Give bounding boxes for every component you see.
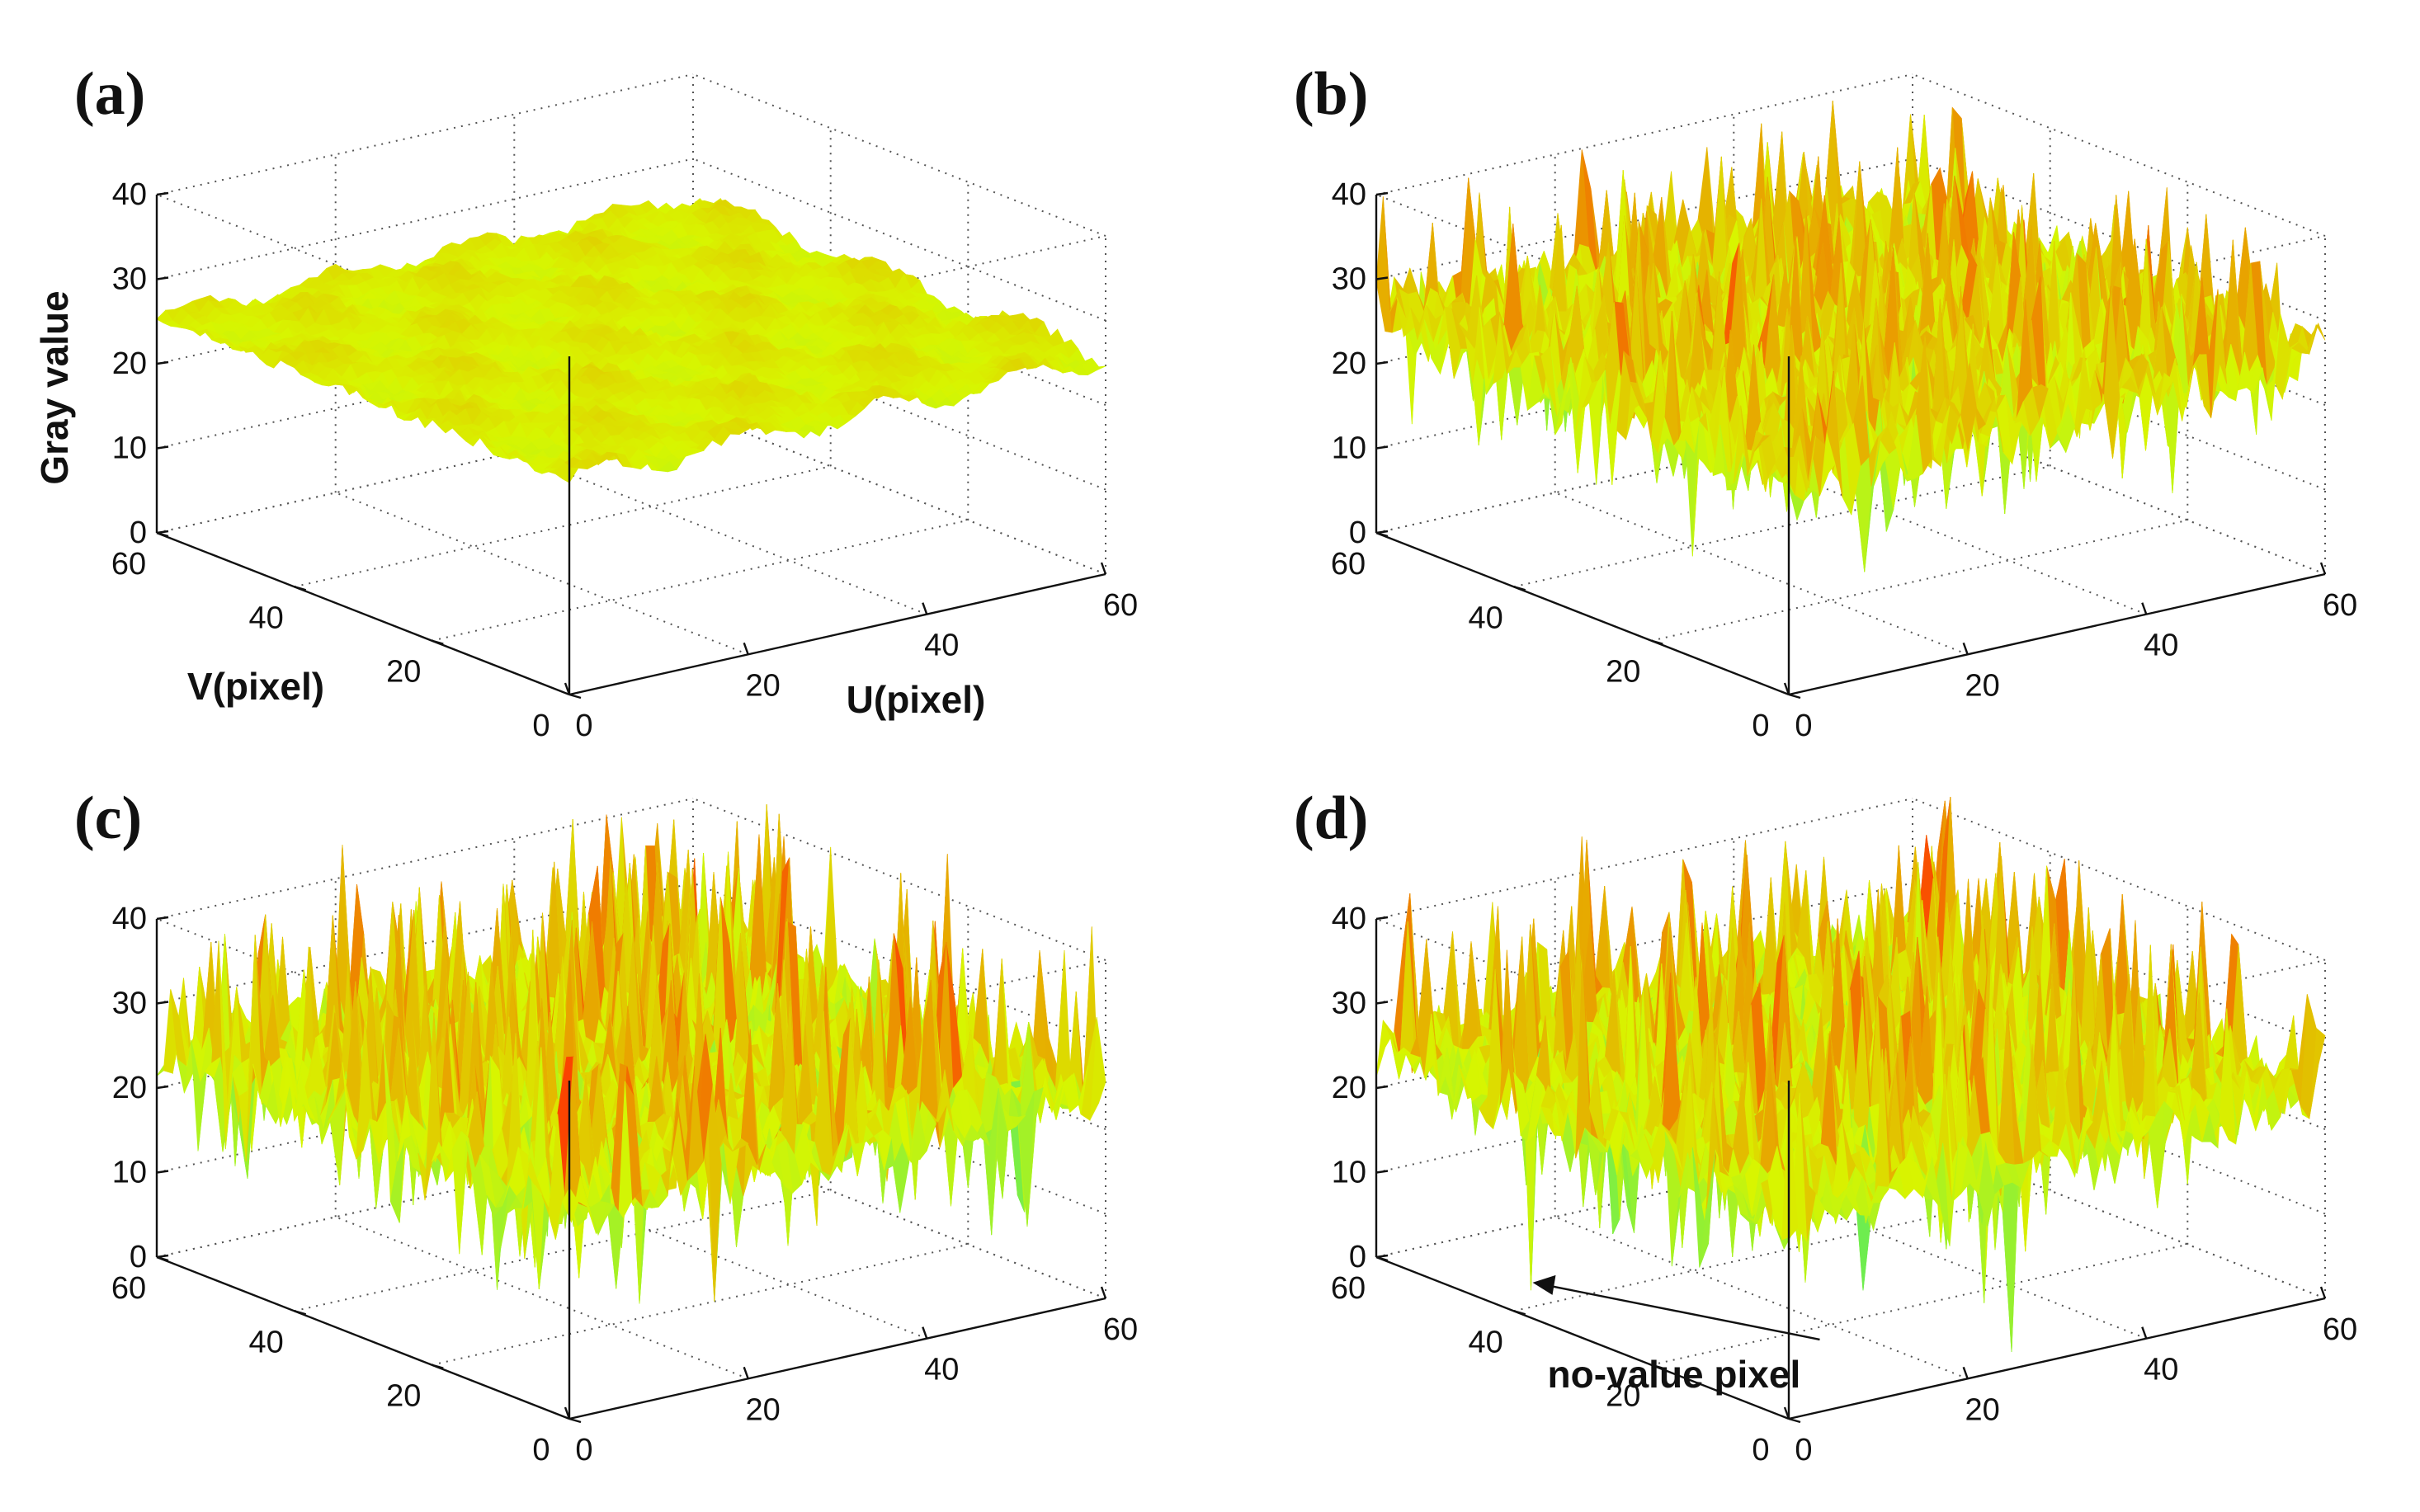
u-tick-label: 60 [1103,588,1138,623]
z-tick-label: 0 [130,516,147,550]
z-tick-label: 40 [112,177,147,212]
u-tick [743,642,749,655]
panel-label: (a) [74,60,145,128]
v-axis-title: V(pixel) [187,665,324,708]
v-tick-label: 60 [111,547,146,582]
z-tick-label: 20 [112,346,147,381]
z-tick-label: 30 [112,262,147,297]
wall-gridline [692,412,1106,575]
surface [156,198,1106,483]
floor-gridline [513,451,927,615]
surface-patch [835,253,851,259]
floor-gridline [432,519,969,642]
v-tick [568,693,582,699]
wall-gridline [156,412,694,534]
floor-gridline [294,465,831,588]
z-tick [156,445,169,450]
wall-gridline [156,73,694,195]
v-tick-label: 20 [386,655,421,690]
v-tick-label: 40 [249,601,284,635]
floor-gridline [1554,492,1969,656]
floor-gridline [692,412,1106,575]
surface [1375,101,2326,572]
z-tick [156,360,169,365]
u-tick-label: 20 [746,668,781,703]
wall-gridline [156,158,694,280]
u-tick [1100,562,1107,575]
u-tick-label: 40 [924,629,959,663]
z-tick [156,276,169,280]
z-tick-label: 10 [112,431,147,466]
z-axis-title: Gray value [33,290,76,484]
floor-gridline [335,492,749,656]
z-tick [156,191,169,196]
v-tick-label: 0 [532,709,550,743]
u-tick-label: 0 [575,709,592,743]
u-axis-title: U(pixel) [847,678,986,721]
u-tick [922,602,928,615]
